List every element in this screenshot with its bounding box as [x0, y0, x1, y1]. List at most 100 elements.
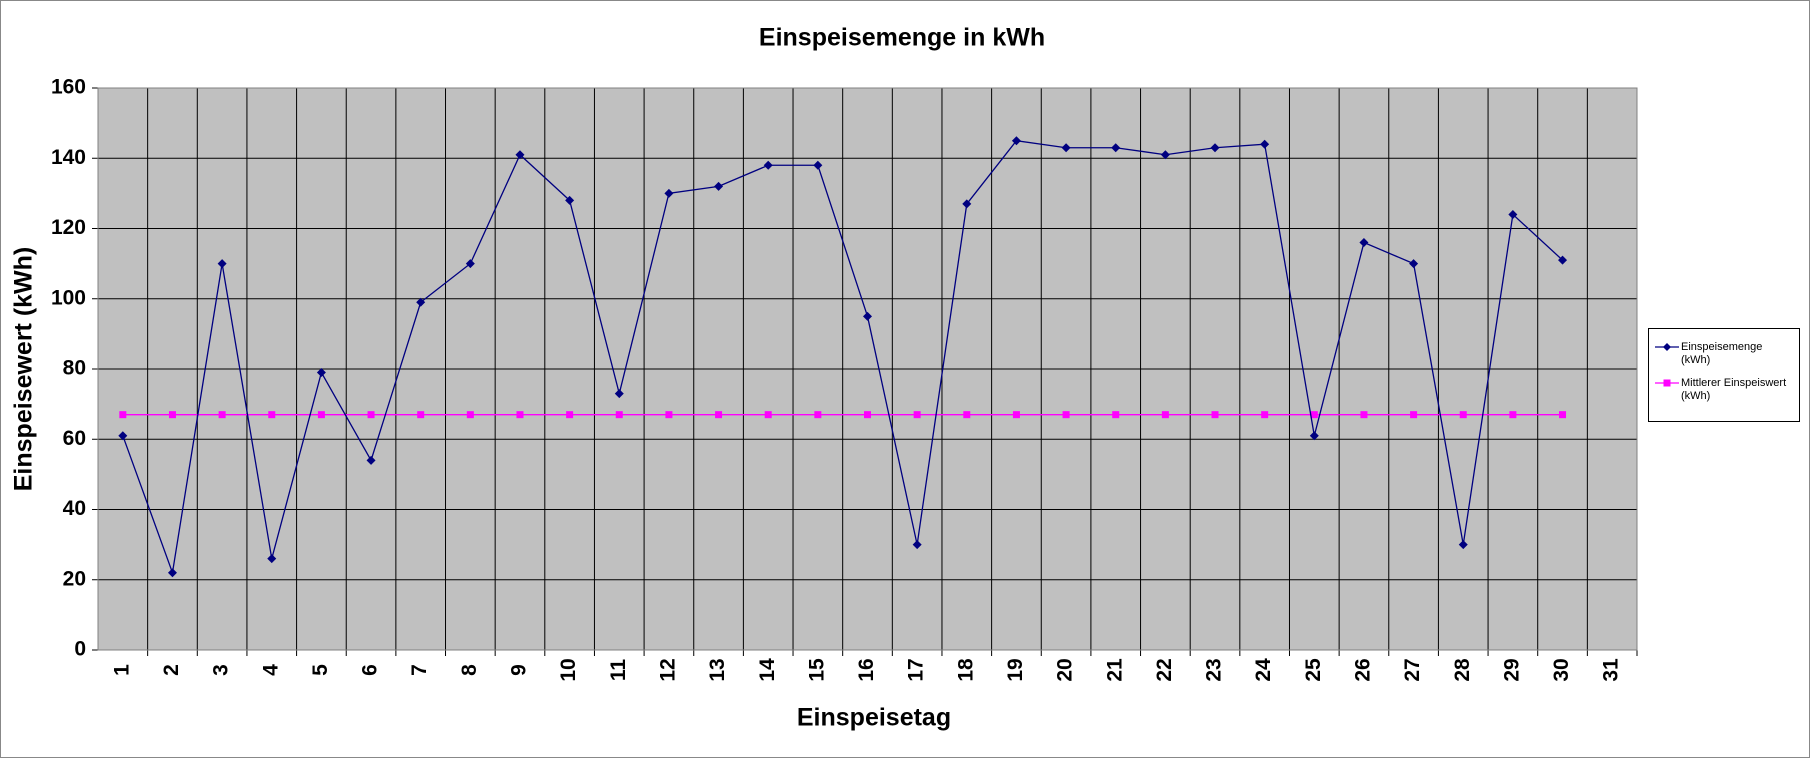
point — [1061, 143, 1071, 153]
point — [1012, 411, 1020, 419]
x-tick-label: 19 — [1004, 658, 1027, 681]
point — [963, 411, 971, 419]
point — [1210, 143, 1220, 153]
y-tick-label: 60 — [63, 427, 86, 450]
point — [366, 455, 376, 465]
x-tick-label: 1 — [110, 664, 133, 676]
x-tick-label: 20 — [1054, 658, 1077, 681]
x-tick-label: 11 — [607, 659, 630, 682]
point — [913, 411, 921, 419]
legend: Einspeisemenge (kWh) Mittlerer Einspeiswe… — [1648, 328, 1800, 422]
point — [1261, 411, 1269, 419]
legend-marker — [1663, 343, 1671, 351]
x-tick-label: 27 — [1401, 658, 1424, 681]
point — [316, 368, 326, 378]
x-tick-label: 29 — [1500, 658, 1523, 681]
legend-swatch — [1655, 343, 1679, 351]
point — [119, 411, 127, 419]
x-tick-label: 9 — [508, 664, 531, 676]
point — [417, 411, 425, 419]
x-axis-title: Einspeisetag — [797, 704, 951, 732]
point — [367, 411, 375, 419]
point — [1211, 411, 1219, 419]
point — [614, 389, 624, 399]
point — [814, 411, 822, 419]
point — [218, 411, 226, 419]
point — [864, 411, 871, 419]
point — [416, 297, 426, 307]
point — [267, 554, 277, 564]
chart-title: Einspeisemenge in kWh — [759, 24, 1045, 52]
legend-label: Mittlerer Einspeiswert (kWh) — [1681, 377, 1787, 402]
legend-entry: Mittlerer Einspeiswert (kWh) — [1653, 377, 1795, 403]
point — [167, 568, 177, 578]
x-tick-label: 28 — [1451, 658, 1474, 682]
point — [1260, 139, 1270, 149]
point — [1161, 411, 1169, 419]
point — [715, 411, 723, 419]
point — [1011, 136, 1021, 146]
point — [1459, 411, 1467, 419]
y-tick-label: 100 — [51, 286, 86, 309]
point — [118, 431, 128, 441]
x-tick-label: 10 — [557, 658, 580, 681]
y-tick-label: 160 — [51, 76, 86, 99]
x-tick-label: 7 — [408, 664, 431, 676]
y-axis-title: Einspeisewert (kWh) — [10, 247, 38, 492]
point — [763, 160, 773, 170]
x-tick-label: 22 — [1153, 658, 1176, 681]
point — [317, 411, 325, 419]
x-tick-label: 5 — [309, 664, 332, 676]
point — [217, 259, 227, 269]
point — [1112, 411, 1120, 419]
point — [1410, 411, 1418, 419]
y-tick-label: 40 — [63, 497, 86, 520]
point — [863, 311, 872, 321]
x-tick-label: 24 — [1252, 658, 1275, 682]
point — [516, 411, 524, 419]
y-tick-label: 140 — [51, 146, 86, 169]
y-tick-label: 20 — [63, 567, 86, 590]
legend-entry: Einspeisemenge (kWh) — [1653, 341, 1795, 367]
point — [764, 411, 772, 419]
x-tick-label: 16 — [855, 658, 878, 681]
legend-marker — [1663, 379, 1671, 387]
x-tick-label: 31 — [1600, 658, 1623, 682]
point — [665, 411, 673, 419]
legend-label: Einspeisemenge (kWh) — [1681, 341, 1763, 366]
point — [1508, 209, 1518, 219]
x-tick-label: 3 — [210, 664, 233, 676]
y-tick-label: 120 — [51, 216, 86, 239]
x-tick-label: 4 — [259, 664, 282, 676]
point — [1509, 411, 1517, 419]
point — [1111, 143, 1121, 153]
x-tick-label: 30 — [1550, 658, 1573, 681]
x-tick-label: 8 — [458, 664, 481, 676]
x-tick-label: 2 — [160, 664, 183, 676]
point — [465, 259, 475, 269]
x-tick-label: 6 — [359, 664, 382, 676]
x-tick-label: 26 — [1351, 658, 1374, 681]
x-tick-label: 18 — [954, 658, 977, 682]
point — [168, 411, 176, 419]
x-tick-label: 25 — [1302, 658, 1325, 682]
point — [466, 411, 474, 419]
point — [813, 160, 823, 170]
point — [566, 411, 574, 419]
point — [1160, 150, 1170, 160]
plot-border — [97, 87, 1638, 651]
point — [912, 540, 922, 550]
y-tick-label: 0 — [74, 638, 86, 661]
x-tick-label: 17 — [905, 658, 928, 681]
point — [1310, 411, 1318, 419]
y-tick-label: 80 — [63, 357, 86, 380]
point — [1409, 259, 1419, 269]
point — [515, 150, 525, 160]
point — [714, 181, 724, 191]
point — [1458, 540, 1468, 550]
x-tick-label: 13 — [706, 658, 729, 681]
point — [565, 195, 575, 205]
x-tick-label: 12 — [656, 658, 679, 681]
